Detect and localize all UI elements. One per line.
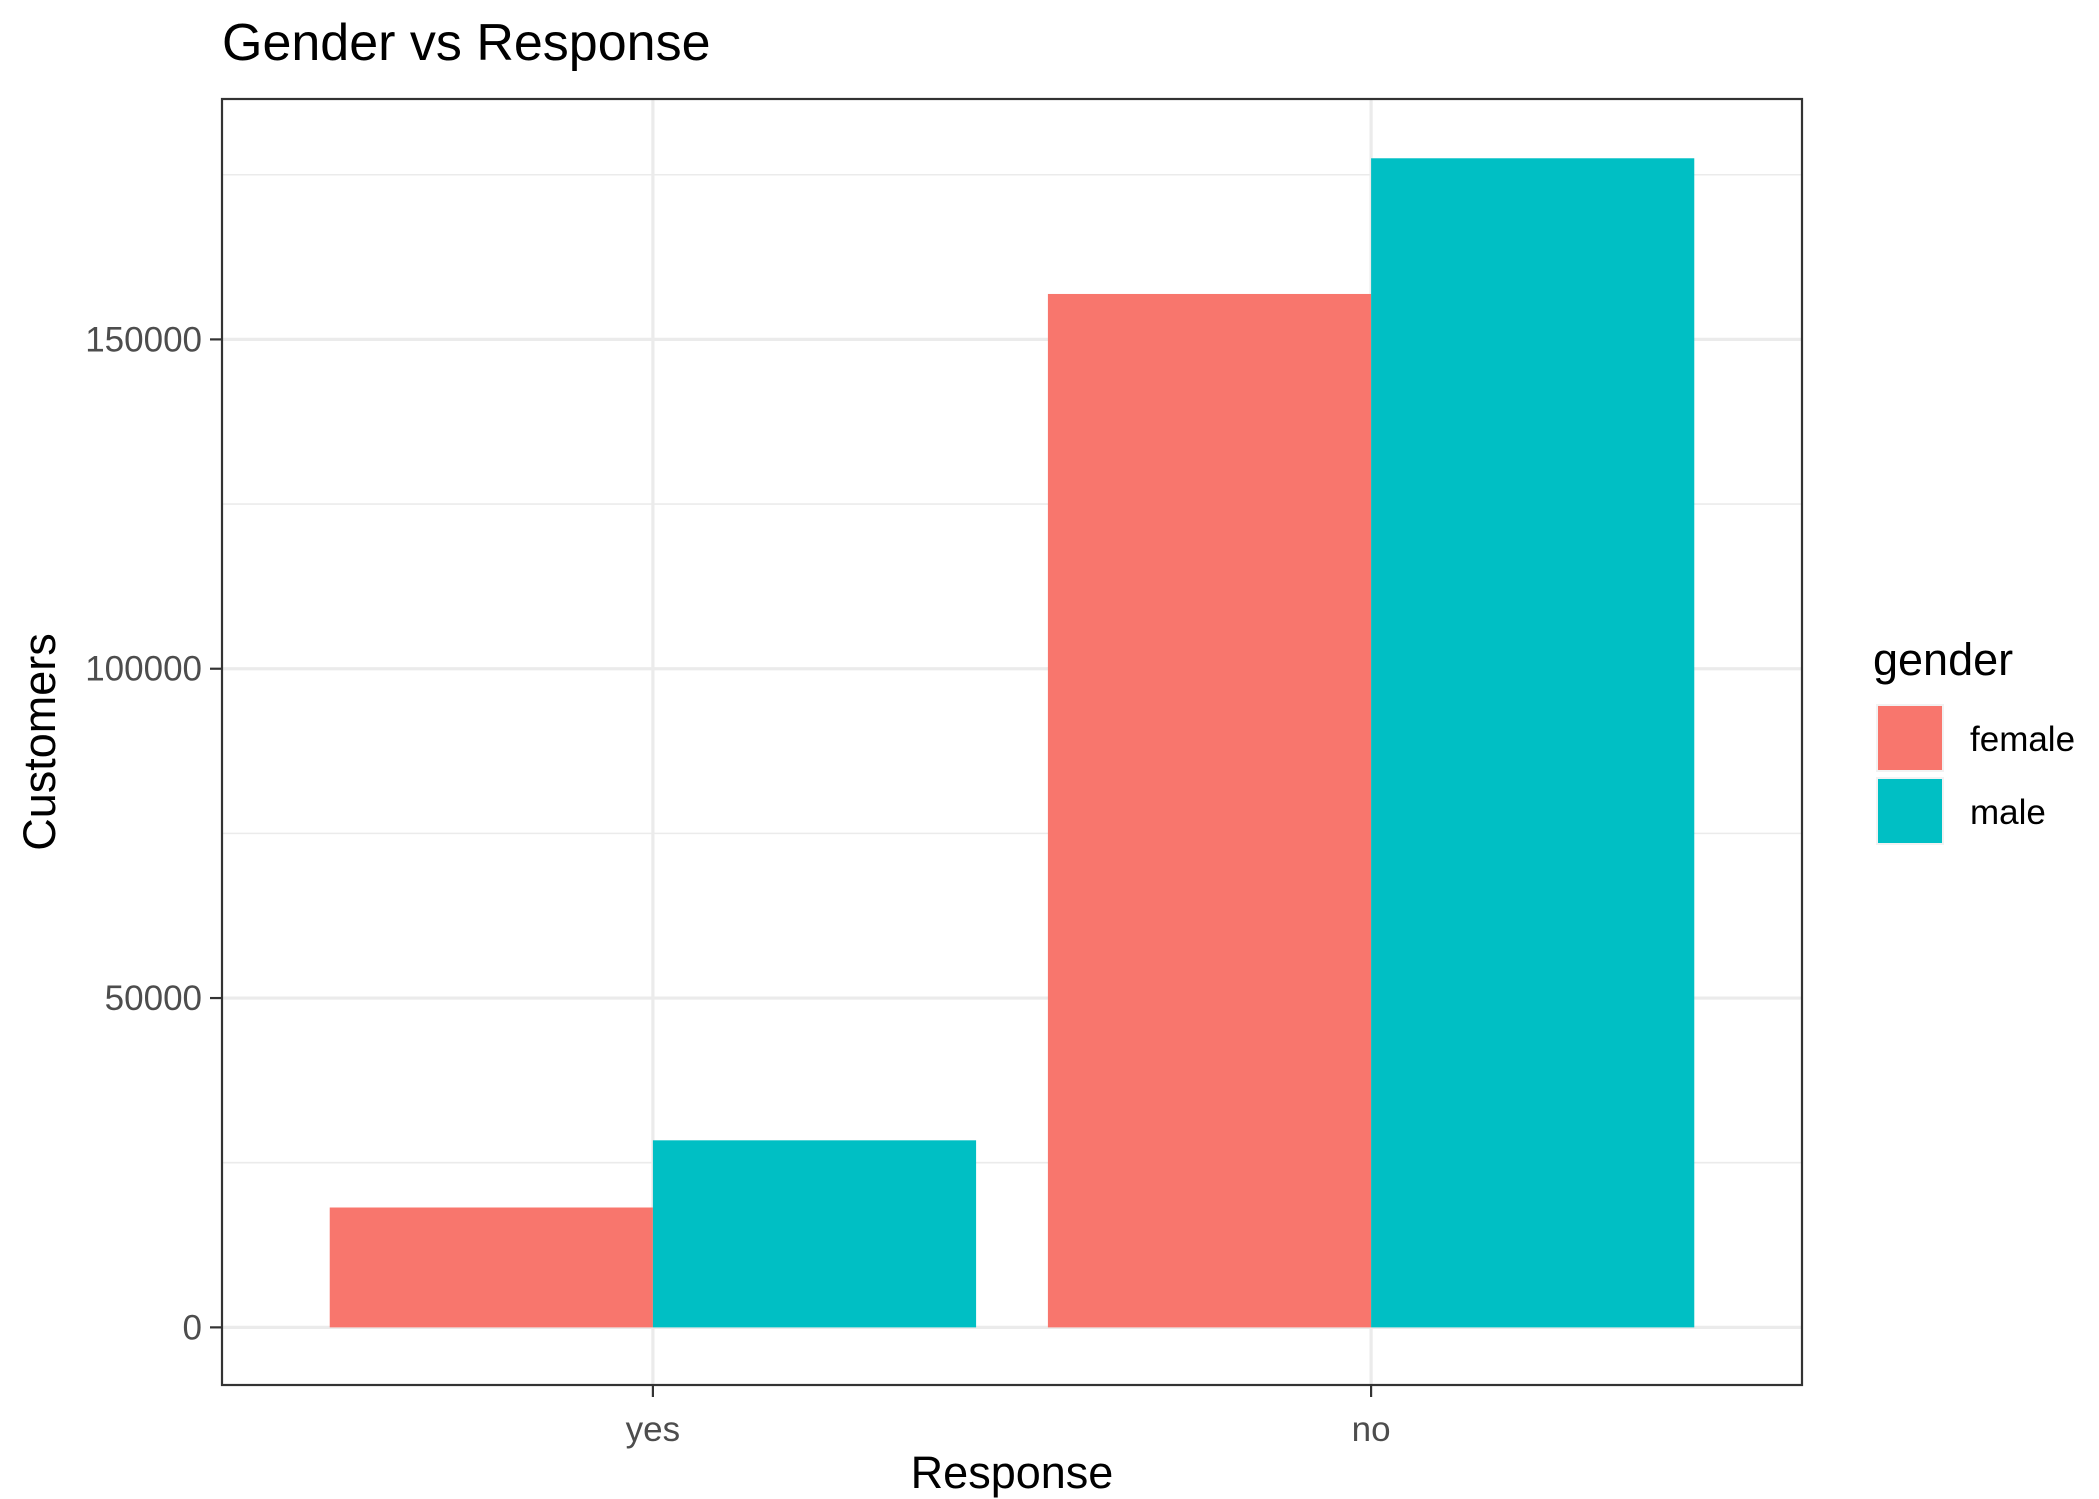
y-axis-title: Customers [14, 633, 65, 851]
x-tick-label: yes [626, 1410, 680, 1449]
y-tick-label: 50000 [105, 979, 202, 1018]
x-tick-label: no [1352, 1410, 1391, 1449]
legend: gender female male [1873, 634, 2075, 845]
bar-yes-female [329, 1207, 653, 1328]
bar-no-male [1371, 158, 1695, 1328]
chart-title: Gender vs Response [222, 14, 711, 72]
legend-title: gender [1873, 634, 2013, 685]
y-tick-label: 0 [183, 1308, 202, 1347]
bar-no-female [1047, 293, 1372, 1328]
legend-label-male: male [1970, 793, 2046, 832]
legend-key-female [1878, 706, 1942, 770]
plot-border [220, 97, 1804, 1387]
y-axis: 0 50000 100000 150000 [85, 320, 222, 1347]
x-axis-title: Response [911, 1447, 1114, 1498]
bars [329, 158, 1695, 1328]
x-axis: yes no [626, 1385, 1391, 1449]
plot-area [220, 97, 1804, 1387]
legend-key-male [1878, 779, 1942, 843]
legend-label-female: female [1970, 720, 2075, 759]
bar-yes-male [652, 1140, 977, 1328]
y-tick-label: 100000 [85, 650, 202, 689]
y-tick-label: 150000 [85, 320, 202, 359]
